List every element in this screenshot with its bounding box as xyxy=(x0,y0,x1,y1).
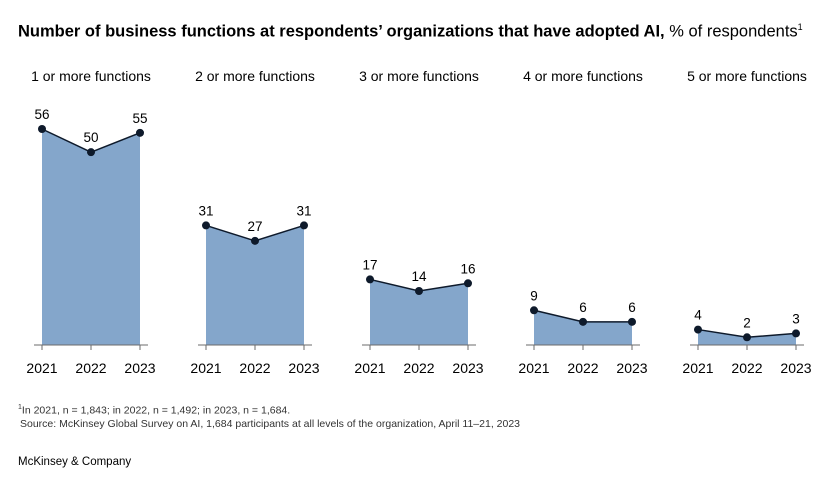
value-label-4-2023: 6 xyxy=(628,300,636,315)
footnote-line-1: In 2021, n = 1,843; in 2022, n = 1,492; … xyxy=(21,404,291,417)
brand-name: McKinsey & Company xyxy=(18,456,132,468)
data-point-3-2023 xyxy=(464,279,472,288)
data-point-2-2022 xyxy=(251,236,259,245)
value-label-5-2023: 3 xyxy=(792,311,800,326)
chart-title-footnote-marker: 1 xyxy=(797,22,803,32)
small-multiples-chart: 1 or more functions 56 2021 50 2022 55 2023 2 o… xyxy=(26,68,811,376)
data-point-4-2021 xyxy=(530,306,538,315)
value-label-3-2021: 17 xyxy=(362,257,377,272)
panel-title-5: 5 or more functions xyxy=(687,68,807,84)
chart-title: Number of business functions at responde… xyxy=(18,22,803,42)
panel-title-2: 2 or more functions xyxy=(195,68,315,84)
value-label-3-2022: 14 xyxy=(411,269,427,284)
x-tick-label-5-2021: 2021 xyxy=(682,360,713,376)
area-fill-1 xyxy=(42,129,140,345)
value-label-1-2021: 56 xyxy=(34,107,49,122)
x-tick-label-1-2021: 2021 xyxy=(26,360,57,376)
x-tick-label-3-2023: 2023 xyxy=(452,360,483,376)
x-tick-label-1-2022: 2022 xyxy=(75,360,106,376)
x-tick-label-2-2021: 2021 xyxy=(190,360,221,376)
value-label-2-2022: 27 xyxy=(247,219,262,234)
x-tick-label-2-2023: 2023 xyxy=(288,360,319,376)
chart-title-main: Number of business functions at responde… xyxy=(18,22,665,41)
x-tick-label-2-2022: 2022 xyxy=(239,360,270,376)
value-label-4-2021: 9 xyxy=(530,288,538,303)
x-tick-label-4-2023: 2023 xyxy=(616,360,647,376)
data-point-3-2021 xyxy=(366,275,374,284)
data-point-5-2022 xyxy=(743,333,751,342)
panel-title-4: 4 or more functions xyxy=(523,68,643,84)
value-label-4-2022: 6 xyxy=(579,300,587,315)
data-point-5-2023 xyxy=(792,329,800,338)
data-point-2-2021 xyxy=(202,221,210,230)
footnote-marker: 1 xyxy=(18,404,22,411)
value-label-5-2022: 2 xyxy=(743,315,751,330)
value-label-3-2023: 16 xyxy=(460,261,475,276)
x-tick-label-1-2023: 2023 xyxy=(124,360,155,376)
area-fill-2 xyxy=(206,225,304,345)
data-point-3-2022 xyxy=(415,287,423,295)
value-label-5-2021: 4 xyxy=(694,308,702,323)
x-tick-label-4-2022: 2022 xyxy=(567,360,598,376)
data-point-2-2023 xyxy=(300,221,308,230)
x-tick-label-5-2023: 2023 xyxy=(780,360,811,376)
data-point-4-2022 xyxy=(579,317,587,326)
data-point-4-2023 xyxy=(628,317,636,326)
footnote-source: Source: McKinsey Global Survey on AI, 1,… xyxy=(20,417,521,430)
footnote: 1In 2021, n = 1,843; in 2022, n = 1,492;… xyxy=(18,401,520,431)
data-point-5-2021 xyxy=(694,325,702,334)
footnote-sample-sizes: 1In 2021, n = 1,843; in 2022, n = 1,492;… xyxy=(18,401,520,418)
data-point-1-2022 xyxy=(87,148,95,157)
panel-title-1: 1 or more functions xyxy=(31,68,151,84)
panel-title-3: 3 or more functions xyxy=(359,68,479,84)
x-tick-label-3-2021: 2021 xyxy=(354,360,385,376)
x-tick-label-5-2022: 2022 xyxy=(731,360,762,376)
x-tick-label-4-2021: 2021 xyxy=(518,360,549,376)
value-label-2-2023: 31 xyxy=(296,203,311,218)
value-label-1-2023: 55 xyxy=(132,111,147,126)
area-fill-3 xyxy=(370,279,468,345)
data-point-1-2023 xyxy=(136,128,144,137)
value-label-1-2022: 50 xyxy=(83,130,98,145)
area-fill-4 xyxy=(534,310,632,345)
value-label-2-2021: 31 xyxy=(198,203,213,218)
chart-title-unit: % of respondents xyxy=(669,22,798,41)
data-point-1-2021 xyxy=(38,125,46,133)
x-tick-label-3-2022: 2022 xyxy=(403,360,434,376)
